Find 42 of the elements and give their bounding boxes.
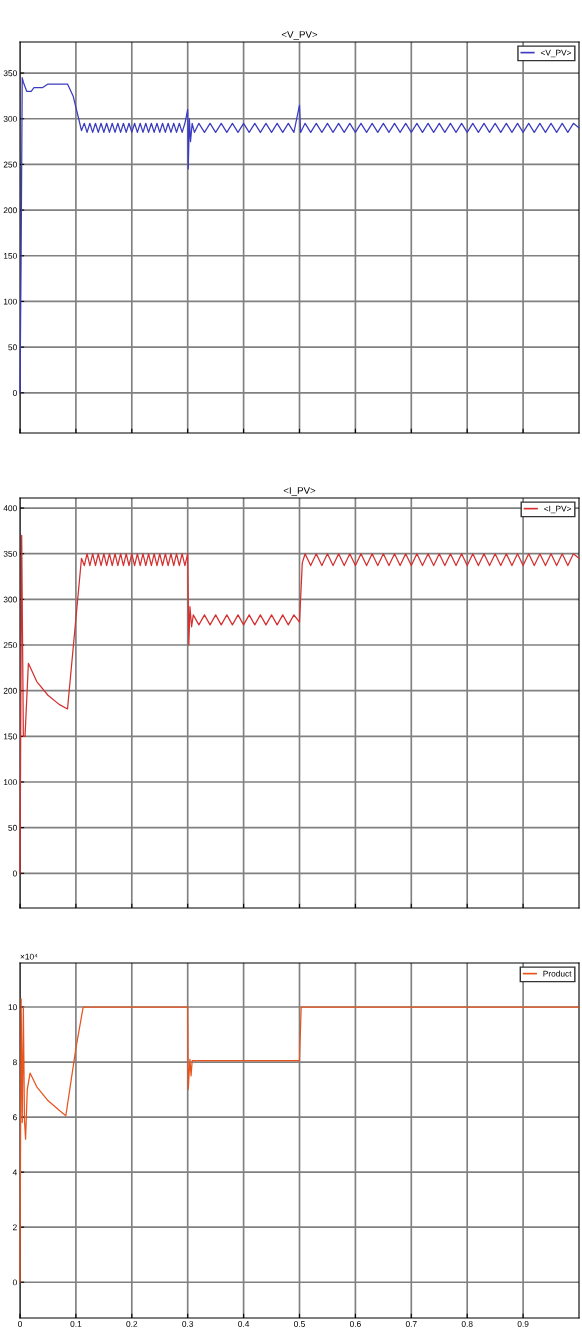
chart-title: <V_PV>: [281, 31, 318, 40]
y-tick-label: 4: [12, 1169, 17, 1176]
y-tick-label: 200: [3, 687, 17, 694]
x-tick-label: 0.9: [517, 1321, 529, 1327]
y-tick-label: 200: [3, 207, 17, 214]
y-tick-label: 300: [3, 596, 17, 603]
y-tick-label: 250: [3, 642, 17, 649]
x-tick-label: 0.8: [461, 1321, 473, 1327]
y-tick-label: 2: [13, 1224, 17, 1231]
y-tick-label: 10: [8, 1004, 17, 1011]
y-tick-label: 6: [13, 1114, 17, 1121]
legend-label: <V_PV>: [540, 49, 572, 58]
y-tick-label: 0: [12, 390, 17, 396]
x-tick-label: 0.5: [294, 1321, 305, 1327]
y-tick-label: 100: [3, 779, 17, 786]
y-tick-label: 100: [3, 298, 17, 305]
legend-label: <I_PV>: [544, 505, 572, 514]
text: ×10⁴: [20, 953, 38, 960]
y-tick-label: 8: [12, 1059, 17, 1066]
y-tick-label: 400: [3, 505, 17, 512]
line-series: [19, 534, 580, 874]
x-tick-label: 0.3: [182, 1321, 194, 1327]
y-tick-label: 0: [12, 870, 17, 877]
chart-title: <I_PV>: [283, 487, 316, 496]
y-tick-label: 50: [8, 824, 17, 831]
y-tick-label: 0: [12, 1279, 17, 1286]
x-tick-label: 0: [18, 1321, 22, 1327]
y-tick-label: 250: [3, 161, 17, 168]
y-tick-label: 350: [3, 70, 17, 77]
y-tick-label: 300: [3, 115, 17, 122]
x-tick-label: 0.7: [405, 1321, 417, 1327]
x-tick-label: 0.6: [349, 1321, 361, 1327]
line-series: [19, 998, 580, 1283]
x-tick-label: 0.4: [238, 1321, 250, 1327]
x-tick-label: 0.2: [126, 1321, 138, 1327]
x-tick-label: 0.1: [70, 1321, 82, 1327]
y-tick-label: 350: [3, 550, 17, 557]
legend-label: Product: [543, 970, 572, 977]
y-tick-label: 50: [8, 344, 17, 351]
y-tick-label: 150: [3, 252, 17, 259]
line-series: [19, 77, 580, 394]
y-tick-label: 150: [3, 733, 17, 740]
